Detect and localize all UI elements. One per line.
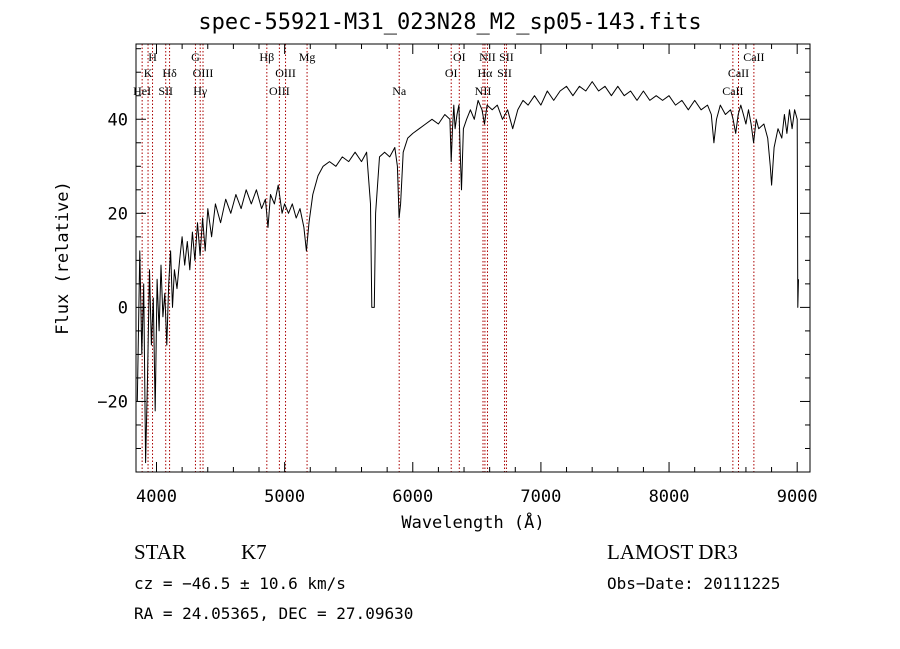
line-label-9: OIII [269, 84, 290, 98]
x-tick-label: 8000 [649, 487, 690, 507]
y-tick-label: −20 [97, 392, 128, 412]
x-tick-label: 7000 [520, 487, 561, 507]
redshift-info: cz = −46.5 ± 10.6 km/s [134, 574, 346, 593]
line-label-21: CaII [728, 66, 749, 80]
line-label-12: Na [392, 84, 407, 98]
line-label-10: OIII [275, 66, 296, 80]
y-axis-label: Flux (relative) [53, 181, 73, 335]
line-label-13: OI [445, 66, 458, 80]
x-tick-label: 4000 [136, 487, 177, 507]
coordinates: RA = 24.05365, DEC = 27.09630 [134, 604, 414, 623]
observation-date: Obs−Date: 20111225 [607, 574, 781, 593]
x-tick-label: 6000 [392, 487, 433, 507]
y-tick-label: 20 [108, 204, 128, 224]
spectral-subclass: K7 [241, 540, 267, 564]
line-label-3: SII [158, 84, 173, 98]
axis-ticks: 4000 5000 6000 7000 8000 9000 −20 0 20 40 [97, 44, 818, 507]
line-label-18: SII [497, 66, 512, 80]
x-tick-label: 9000 [777, 487, 818, 507]
spectral-line-markers [141, 44, 755, 472]
line-labels: HeIKHSIIHδGHγOIIIHβOIIIOIIIMgNaOIOINIIHα… [133, 50, 764, 98]
line-label-15: NII [475, 84, 492, 98]
line-label-20: CaII [722, 84, 743, 98]
line-label-5: G [191, 50, 200, 64]
line-label-7: OIII [193, 66, 214, 80]
line-label-19: SII [499, 50, 514, 64]
line-label-6: Hγ [193, 84, 208, 98]
survey-name: LAMOST DR3 [607, 540, 738, 564]
y-tick-label: 40 [108, 110, 128, 130]
object-class: STAR [134, 540, 186, 564]
spectrum-line [136, 81, 799, 464]
plot-frame [135, 43, 811, 473]
chart-title: spec-55921-M31_023N28_M2_sp05-143.fits [198, 10, 702, 35]
line-label-8: Hβ [259, 50, 274, 64]
line-label-17: NII [479, 50, 496, 64]
line-label-2: H [148, 50, 157, 64]
line-label-0: HeI [133, 84, 151, 98]
line-label-14: OI [453, 50, 466, 64]
line-label-22: CaII [743, 50, 764, 64]
line-label-1: K [144, 66, 153, 80]
line-label-11: Mg [299, 50, 316, 64]
spectrum-series [136, 81, 799, 464]
x-axis-label: Wavelength (Å) [401, 511, 544, 533]
line-label-16: Hα [477, 66, 493, 80]
y-tick-label: 0 [118, 298, 128, 318]
x-tick-label: 5000 [264, 487, 305, 507]
line-label-4: Hδ [162, 66, 177, 80]
